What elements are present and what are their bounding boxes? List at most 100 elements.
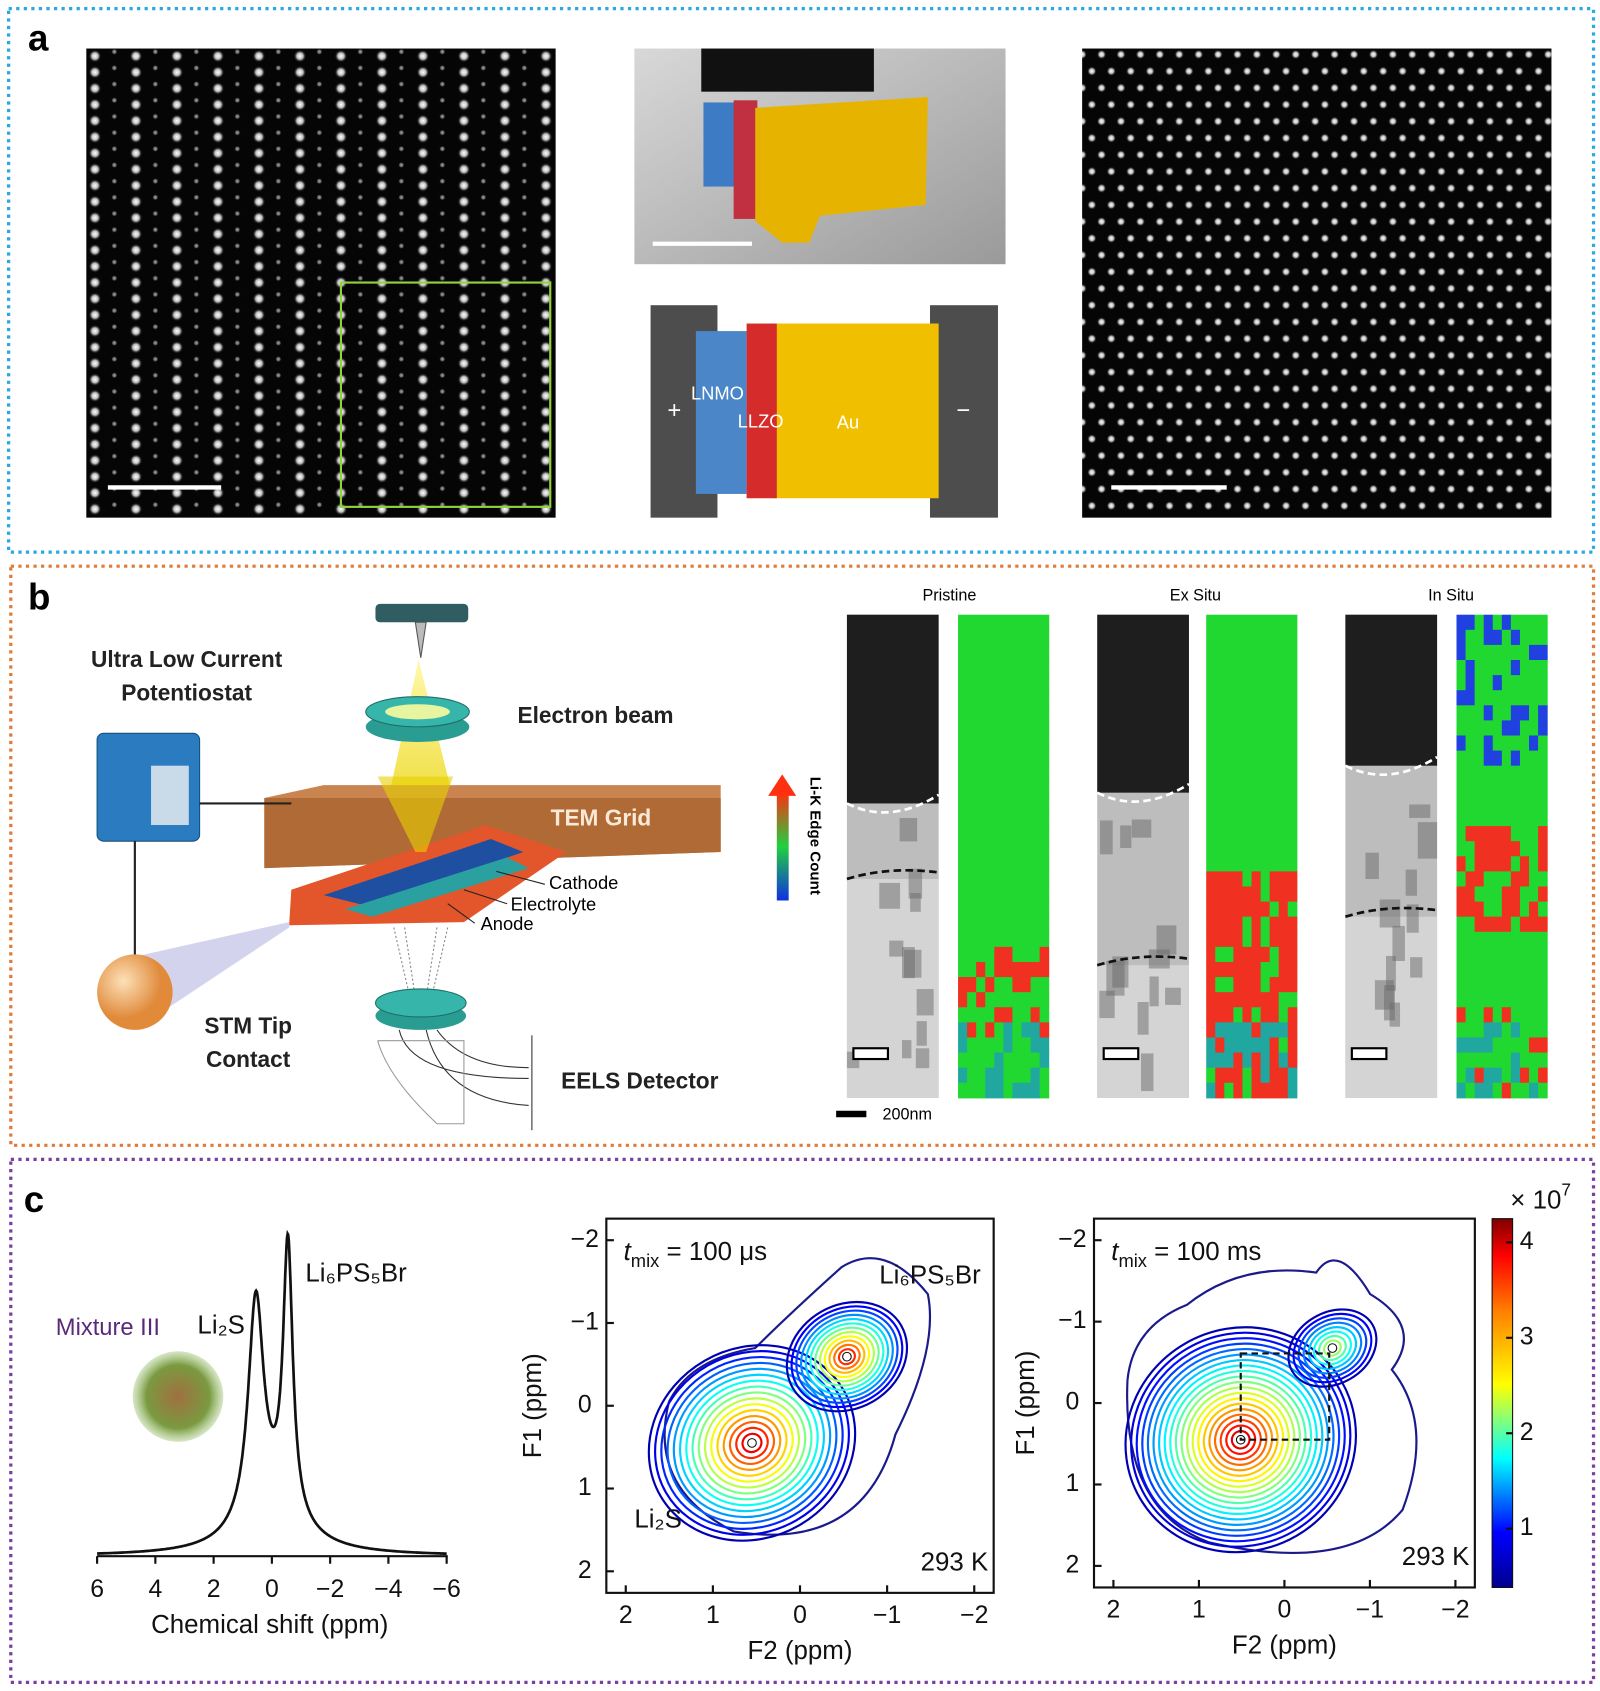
map-pixel <box>1039 750 1050 767</box>
map-pixel <box>1224 871 1234 888</box>
map-pixel <box>1529 1007 1539 1023</box>
map-pixel <box>1510 780 1521 797</box>
map-pixel <box>1538 916 1548 933</box>
map-pixel <box>994 992 1004 1008</box>
map-pixel <box>1215 750 1225 767</box>
map-pixel <box>976 705 986 721</box>
map-pixel <box>1501 1067 1512 1084</box>
map-pixel <box>1003 1052 1013 1069</box>
map-pixel <box>976 871 986 888</box>
map-pixel <box>1269 916 1280 933</box>
map-pixel <box>1039 675 1050 691</box>
map-pixel <box>994 644 1004 661</box>
map-pixel <box>1012 690 1023 706</box>
map-pixel <box>976 1067 986 1084</box>
map-pixel <box>1039 705 1050 721</box>
map-pixel <box>1529 735 1539 752</box>
map-pixel <box>1021 977 1032 993</box>
map-pixel <box>1456 629 1467 646</box>
map-pixel <box>1456 735 1467 752</box>
map-pixel <box>1224 961 1234 978</box>
map-pixel <box>1269 992 1280 1008</box>
map-pixel <box>958 871 968 888</box>
map-pixel <box>967 992 977 1008</box>
interface <box>1344 755 1438 776</box>
map-pixel <box>976 901 986 918</box>
map-pixel <box>994 1022 1004 1039</box>
map-pixel <box>1215 871 1225 888</box>
map-pixel <box>967 961 977 978</box>
map-pixel <box>1215 780 1225 797</box>
map-pixel <box>1242 810 1253 827</box>
map-pixel <box>1206 644 1216 661</box>
map-pixel <box>1501 916 1512 933</box>
map-pixel <box>1215 1082 1225 1099</box>
map-pixel <box>967 660 977 676</box>
map-pixel <box>1287 720 1298 737</box>
map-pixel <box>1003 1082 1013 1099</box>
map-pixel <box>1287 750 1298 767</box>
map-pixel <box>1251 705 1262 721</box>
map-pixel <box>1260 720 1271 737</box>
peak-center <box>1327 1343 1338 1353</box>
map-pixel <box>1224 826 1234 842</box>
map-pixel <box>1492 644 1503 661</box>
map-pixel <box>1483 977 1494 993</box>
map-pixel <box>1012 720 1023 737</box>
map-pixel <box>1456 750 1467 767</box>
map-pixel <box>985 1067 995 1084</box>
map-pixel <box>1003 931 1013 948</box>
map-pixel <box>1224 629 1234 646</box>
map-pixel <box>1538 765 1548 782</box>
map-pixel <box>1483 810 1494 827</box>
map-pixel <box>1242 735 1253 752</box>
map-pixel <box>985 961 995 978</box>
map-pixel <box>1224 1082 1234 1099</box>
map-pixel <box>976 750 986 767</box>
map-pixel <box>985 826 995 842</box>
map-pixel <box>958 1067 968 1084</box>
map-pixel <box>1501 1037 1512 1054</box>
map-pixel <box>1492 841 1503 857</box>
map-pixel <box>1003 660 1013 676</box>
map-pixel <box>1039 1082 1050 1099</box>
map-pixel <box>985 901 995 918</box>
map-pixel <box>1233 629 1243 646</box>
map-pixel <box>976 735 986 752</box>
map-pixel <box>967 675 977 691</box>
map-pixel <box>1030 675 1041 691</box>
map-pixel <box>994 826 1004 842</box>
map-pixel <box>994 1037 1004 1054</box>
map-pixel <box>1501 750 1512 767</box>
map-pixel <box>1529 1067 1539 1084</box>
tick-label: −1 <box>571 1309 599 1336</box>
map-pixel <box>967 901 977 918</box>
map-pixel <box>1260 886 1271 903</box>
scale-bar <box>852 1047 890 1061</box>
contour <box>804 1318 890 1396</box>
map-pixel <box>1492 675 1503 691</box>
polarity: + <box>667 398 681 424</box>
map-pixel <box>1039 856 1050 872</box>
map-pixel <box>1474 977 1485 993</box>
map-pixel <box>1251 735 1262 752</box>
map-pixel <box>1233 795 1243 812</box>
map-pixel <box>1003 735 1013 752</box>
map-pixel <box>1510 1007 1521 1023</box>
map-pixel <box>1003 629 1013 646</box>
map-pixel <box>1260 901 1271 918</box>
map-pixel <box>1474 720 1485 737</box>
map-pixel <box>1021 841 1032 857</box>
map-pixel <box>1510 826 1521 842</box>
map-pixel <box>994 614 1004 631</box>
sample-label: Mixture III <box>56 1315 160 1341</box>
llzo-layer <box>746 323 777 499</box>
interface <box>846 793 940 814</box>
temperature: 293 K <box>921 1549 989 1577</box>
map-pixel <box>1003 795 1013 812</box>
map-pixel <box>1510 660 1521 676</box>
map-pixel <box>1260 856 1271 872</box>
map-pixel <box>1519 690 1530 706</box>
tick-label: −2 <box>571 1226 599 1253</box>
map-pixel <box>958 1007 968 1023</box>
